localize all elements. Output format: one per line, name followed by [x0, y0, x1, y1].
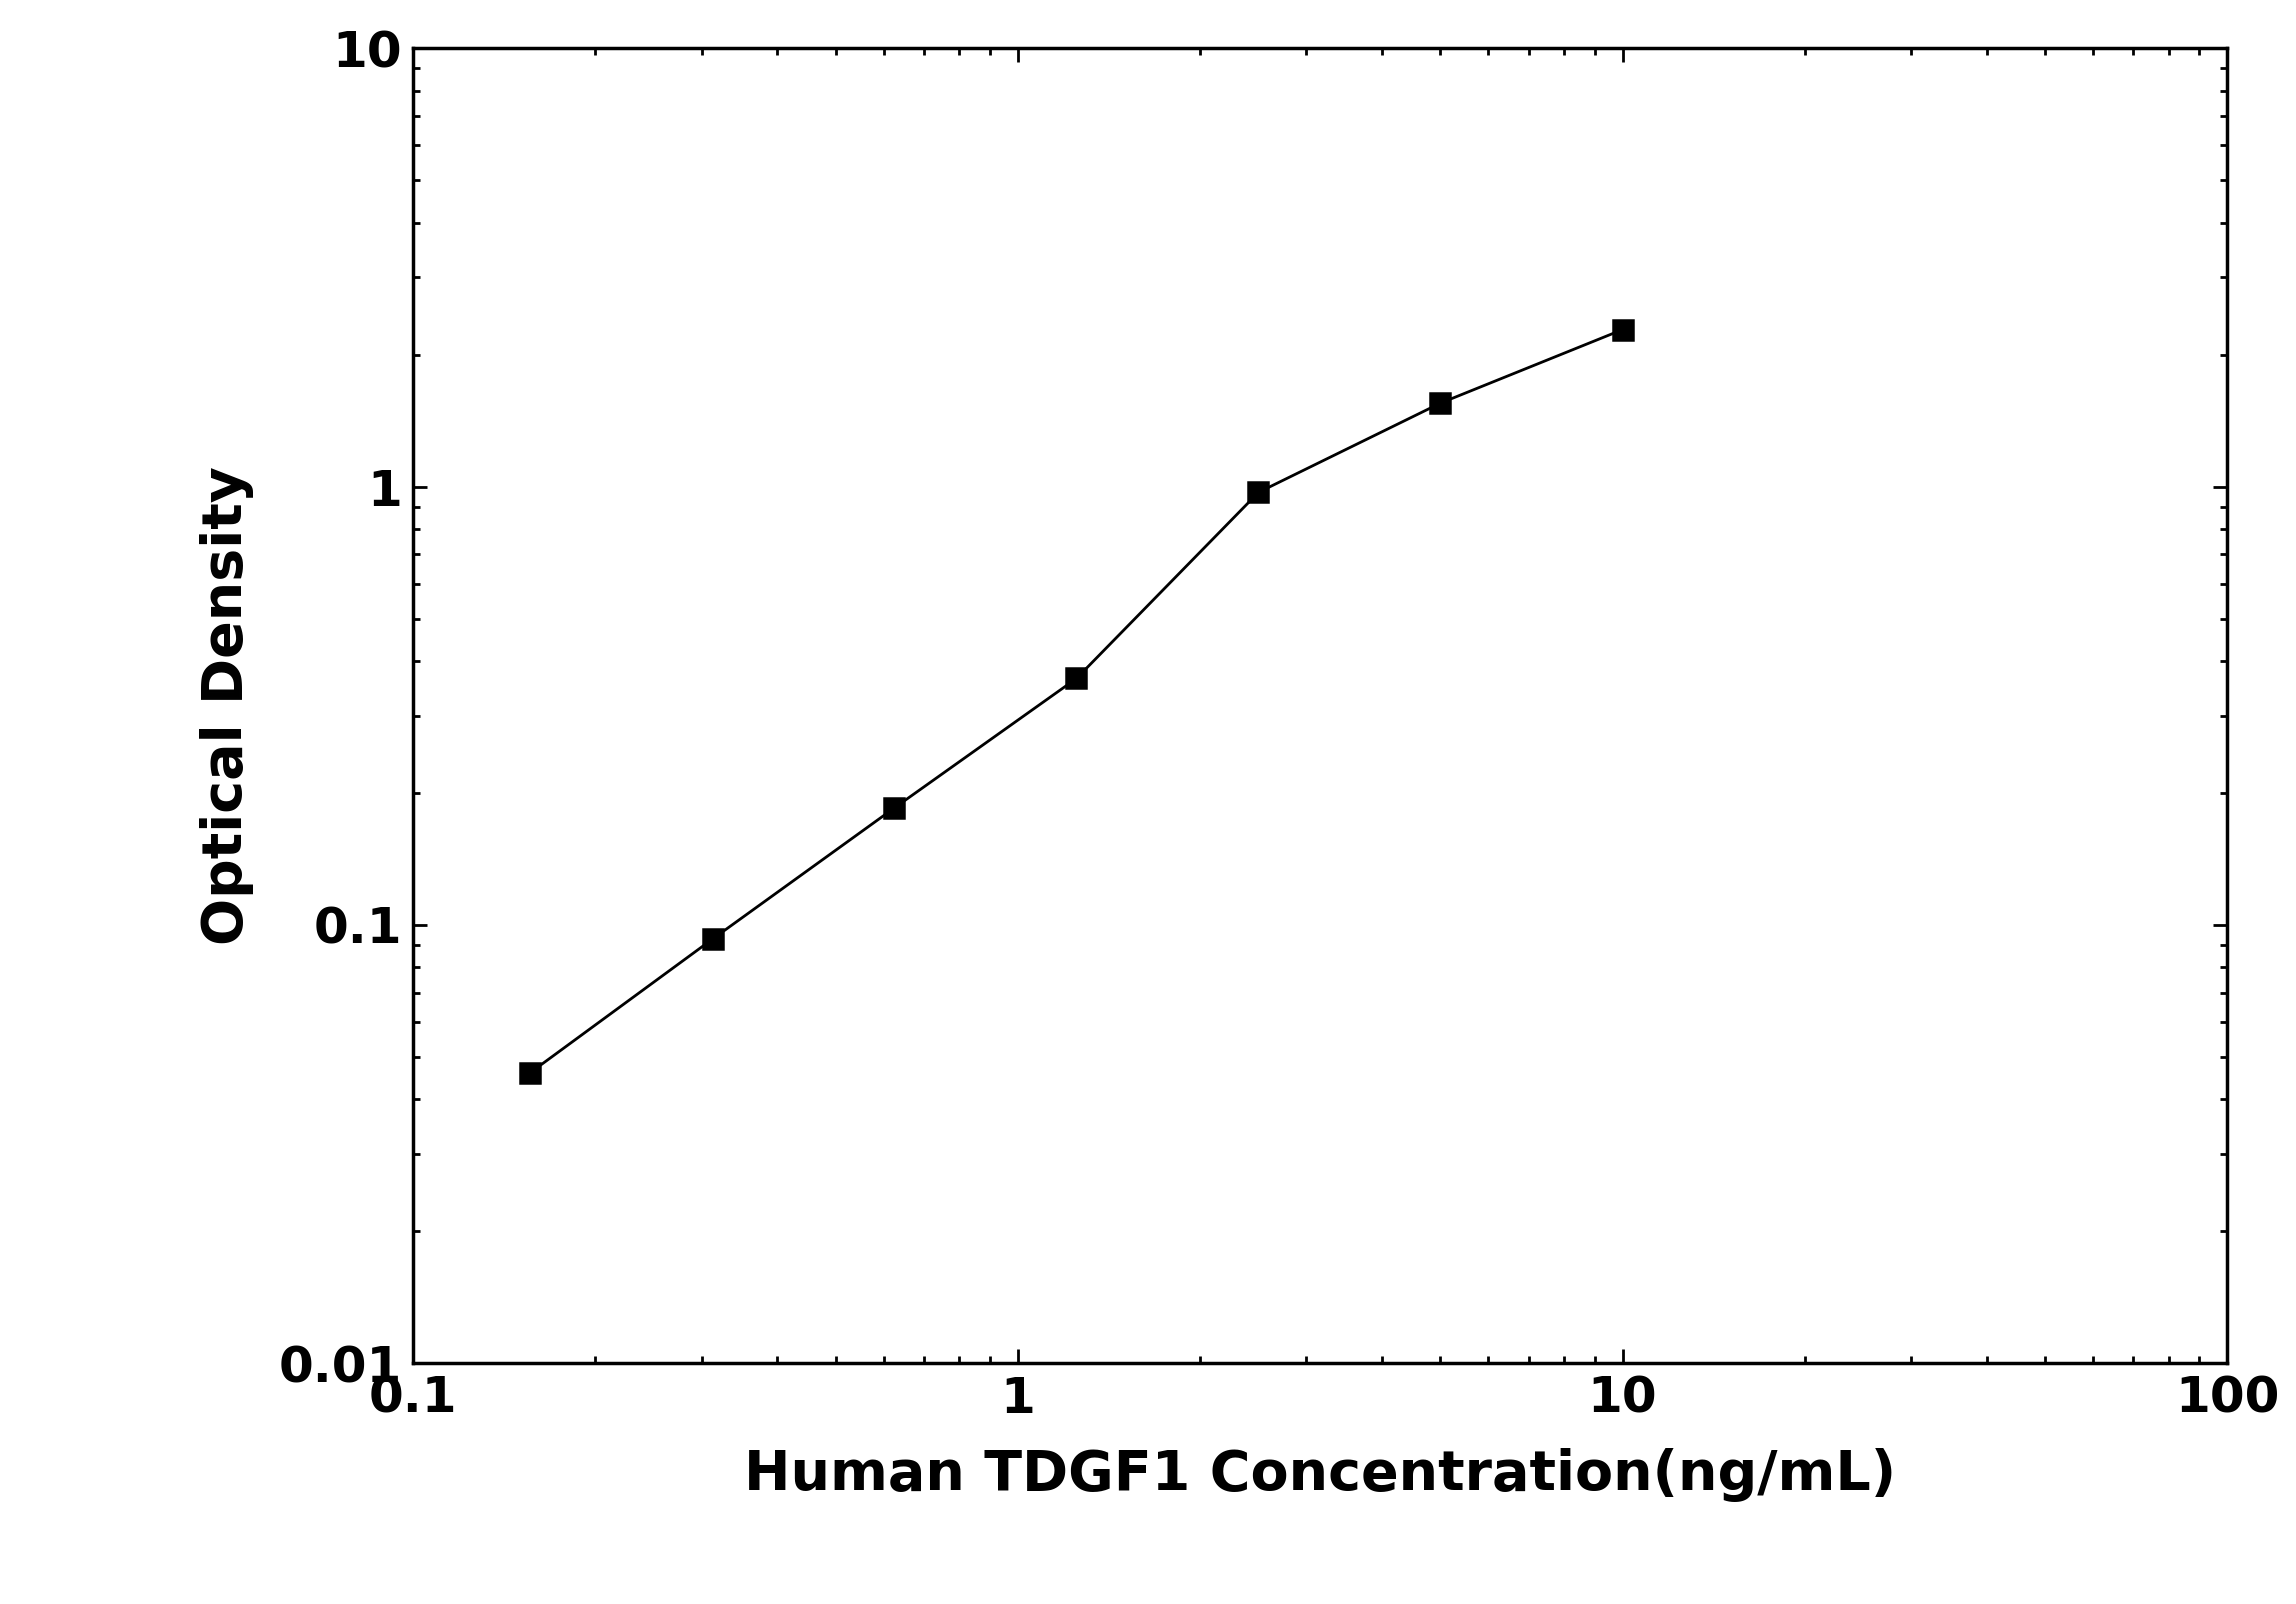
- Y-axis label: Optical Density: Optical Density: [200, 467, 255, 945]
- X-axis label: Human TDGF1 Concentration(ng/mL): Human TDGF1 Concentration(ng/mL): [744, 1447, 1896, 1501]
